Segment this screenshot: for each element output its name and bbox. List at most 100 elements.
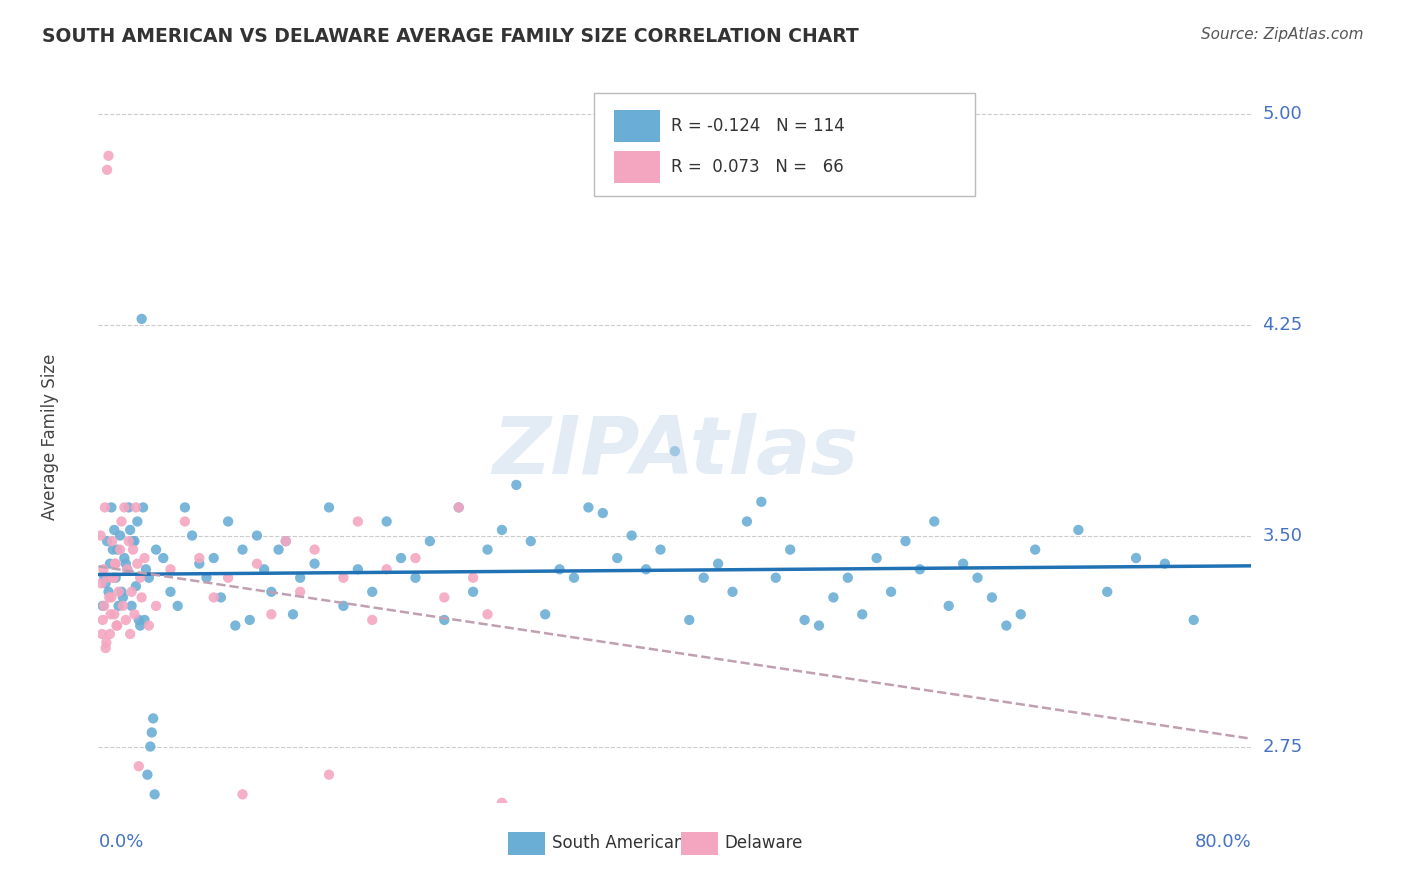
- Point: [96, 534, 118, 549]
- Point: [124, 607, 146, 622]
- Point: [209, 591, 232, 605]
- Point: [125, 500, 148, 515]
- FancyBboxPatch shape: [595, 94, 974, 195]
- Point: [851, 607, 873, 622]
- Point: [405, 571, 427, 585]
- Point: [405, 551, 427, 566]
- Point: [520, 534, 543, 549]
- Point: [188, 557, 211, 571]
- Point: [143, 788, 166, 802]
- Point: [101, 534, 124, 549]
- Point: [108, 542, 131, 557]
- Point: [93, 599, 115, 613]
- Point: [96, 635, 118, 649]
- Point: [202, 591, 225, 605]
- Point: [101, 542, 124, 557]
- Point: [332, 599, 354, 613]
- Point: [120, 627, 142, 641]
- Point: [122, 534, 145, 549]
- Point: [114, 557, 136, 571]
- Point: [389, 551, 412, 566]
- Point: [246, 557, 269, 571]
- Point: [120, 523, 142, 537]
- Point: [124, 534, 146, 549]
- Point: [332, 571, 354, 585]
- Point: [548, 562, 571, 576]
- Point: [111, 599, 134, 613]
- Point: [274, 534, 297, 549]
- Point: [491, 523, 513, 537]
- Point: [94, 576, 117, 591]
- Point: [894, 534, 917, 549]
- Point: [97, 584, 120, 599]
- Point: [90, 576, 112, 591]
- Text: SOUTH AMERICAN VS DELAWARE AVERAGE FAMILY SIZE CORRELATION CHART: SOUTH AMERICAN VS DELAWARE AVERAGE FAMIL…: [42, 27, 859, 45]
- Point: [94, 641, 117, 656]
- Point: [707, 557, 730, 571]
- Point: [290, 571, 312, 585]
- Point: [1024, 542, 1046, 557]
- Text: 2.75: 2.75: [1263, 738, 1303, 756]
- Point: [534, 607, 557, 622]
- Point: [166, 599, 188, 613]
- Text: R = -0.124   N = 114: R = -0.124 N = 114: [672, 117, 845, 136]
- Point: [823, 591, 845, 605]
- Point: [304, 557, 326, 571]
- Point: [693, 571, 716, 585]
- Point: [132, 500, 155, 515]
- Point: [131, 591, 153, 605]
- Point: [103, 571, 125, 585]
- Point: [105, 542, 128, 557]
- Point: [127, 515, 149, 529]
- Text: R =  0.073   N =   66: R = 0.073 N = 66: [672, 158, 844, 177]
- Point: [98, 591, 121, 605]
- Point: [620, 528, 643, 542]
- Point: [129, 618, 152, 632]
- Point: [419, 534, 441, 549]
- Point: [152, 551, 174, 566]
- Point: [127, 557, 149, 571]
- Point: [952, 557, 974, 571]
- Point: [1010, 607, 1032, 622]
- Point: [91, 599, 114, 613]
- Point: [100, 591, 122, 605]
- Point: [105, 618, 128, 632]
- Text: 0.0%: 0.0%: [98, 833, 143, 851]
- Point: [260, 584, 283, 599]
- Point: [104, 571, 127, 585]
- Point: [93, 562, 115, 576]
- Point: [131, 312, 153, 326]
- Point: [134, 551, 156, 566]
- Point: [100, 500, 122, 515]
- Point: [139, 739, 162, 754]
- Point: [636, 562, 658, 576]
- Point: [138, 571, 160, 585]
- Point: [224, 618, 246, 632]
- Point: [433, 591, 456, 605]
- Point: [966, 571, 988, 585]
- Point: [253, 562, 276, 576]
- Point: [650, 542, 672, 557]
- Point: [1097, 584, 1119, 599]
- Text: 80.0%: 80.0%: [1195, 833, 1251, 851]
- Point: [136, 767, 159, 781]
- FancyBboxPatch shape: [614, 110, 659, 143]
- Point: [375, 515, 398, 529]
- Point: [110, 584, 132, 599]
- Point: [837, 571, 859, 585]
- Point: [304, 542, 326, 557]
- Text: ZIPAtlas: ZIPAtlas: [492, 413, 858, 491]
- Point: [122, 542, 145, 557]
- Point: [101, 571, 124, 585]
- Point: [107, 584, 129, 599]
- Point: [447, 500, 470, 515]
- Point: [145, 599, 167, 613]
- Text: South Americans: South Americans: [551, 834, 693, 852]
- Point: [433, 613, 456, 627]
- Point: [217, 571, 239, 585]
- Point: [908, 562, 931, 576]
- Text: 5.00: 5.00: [1263, 104, 1302, 122]
- Point: [188, 551, 211, 566]
- FancyBboxPatch shape: [681, 832, 717, 855]
- Point: [93, 571, 115, 585]
